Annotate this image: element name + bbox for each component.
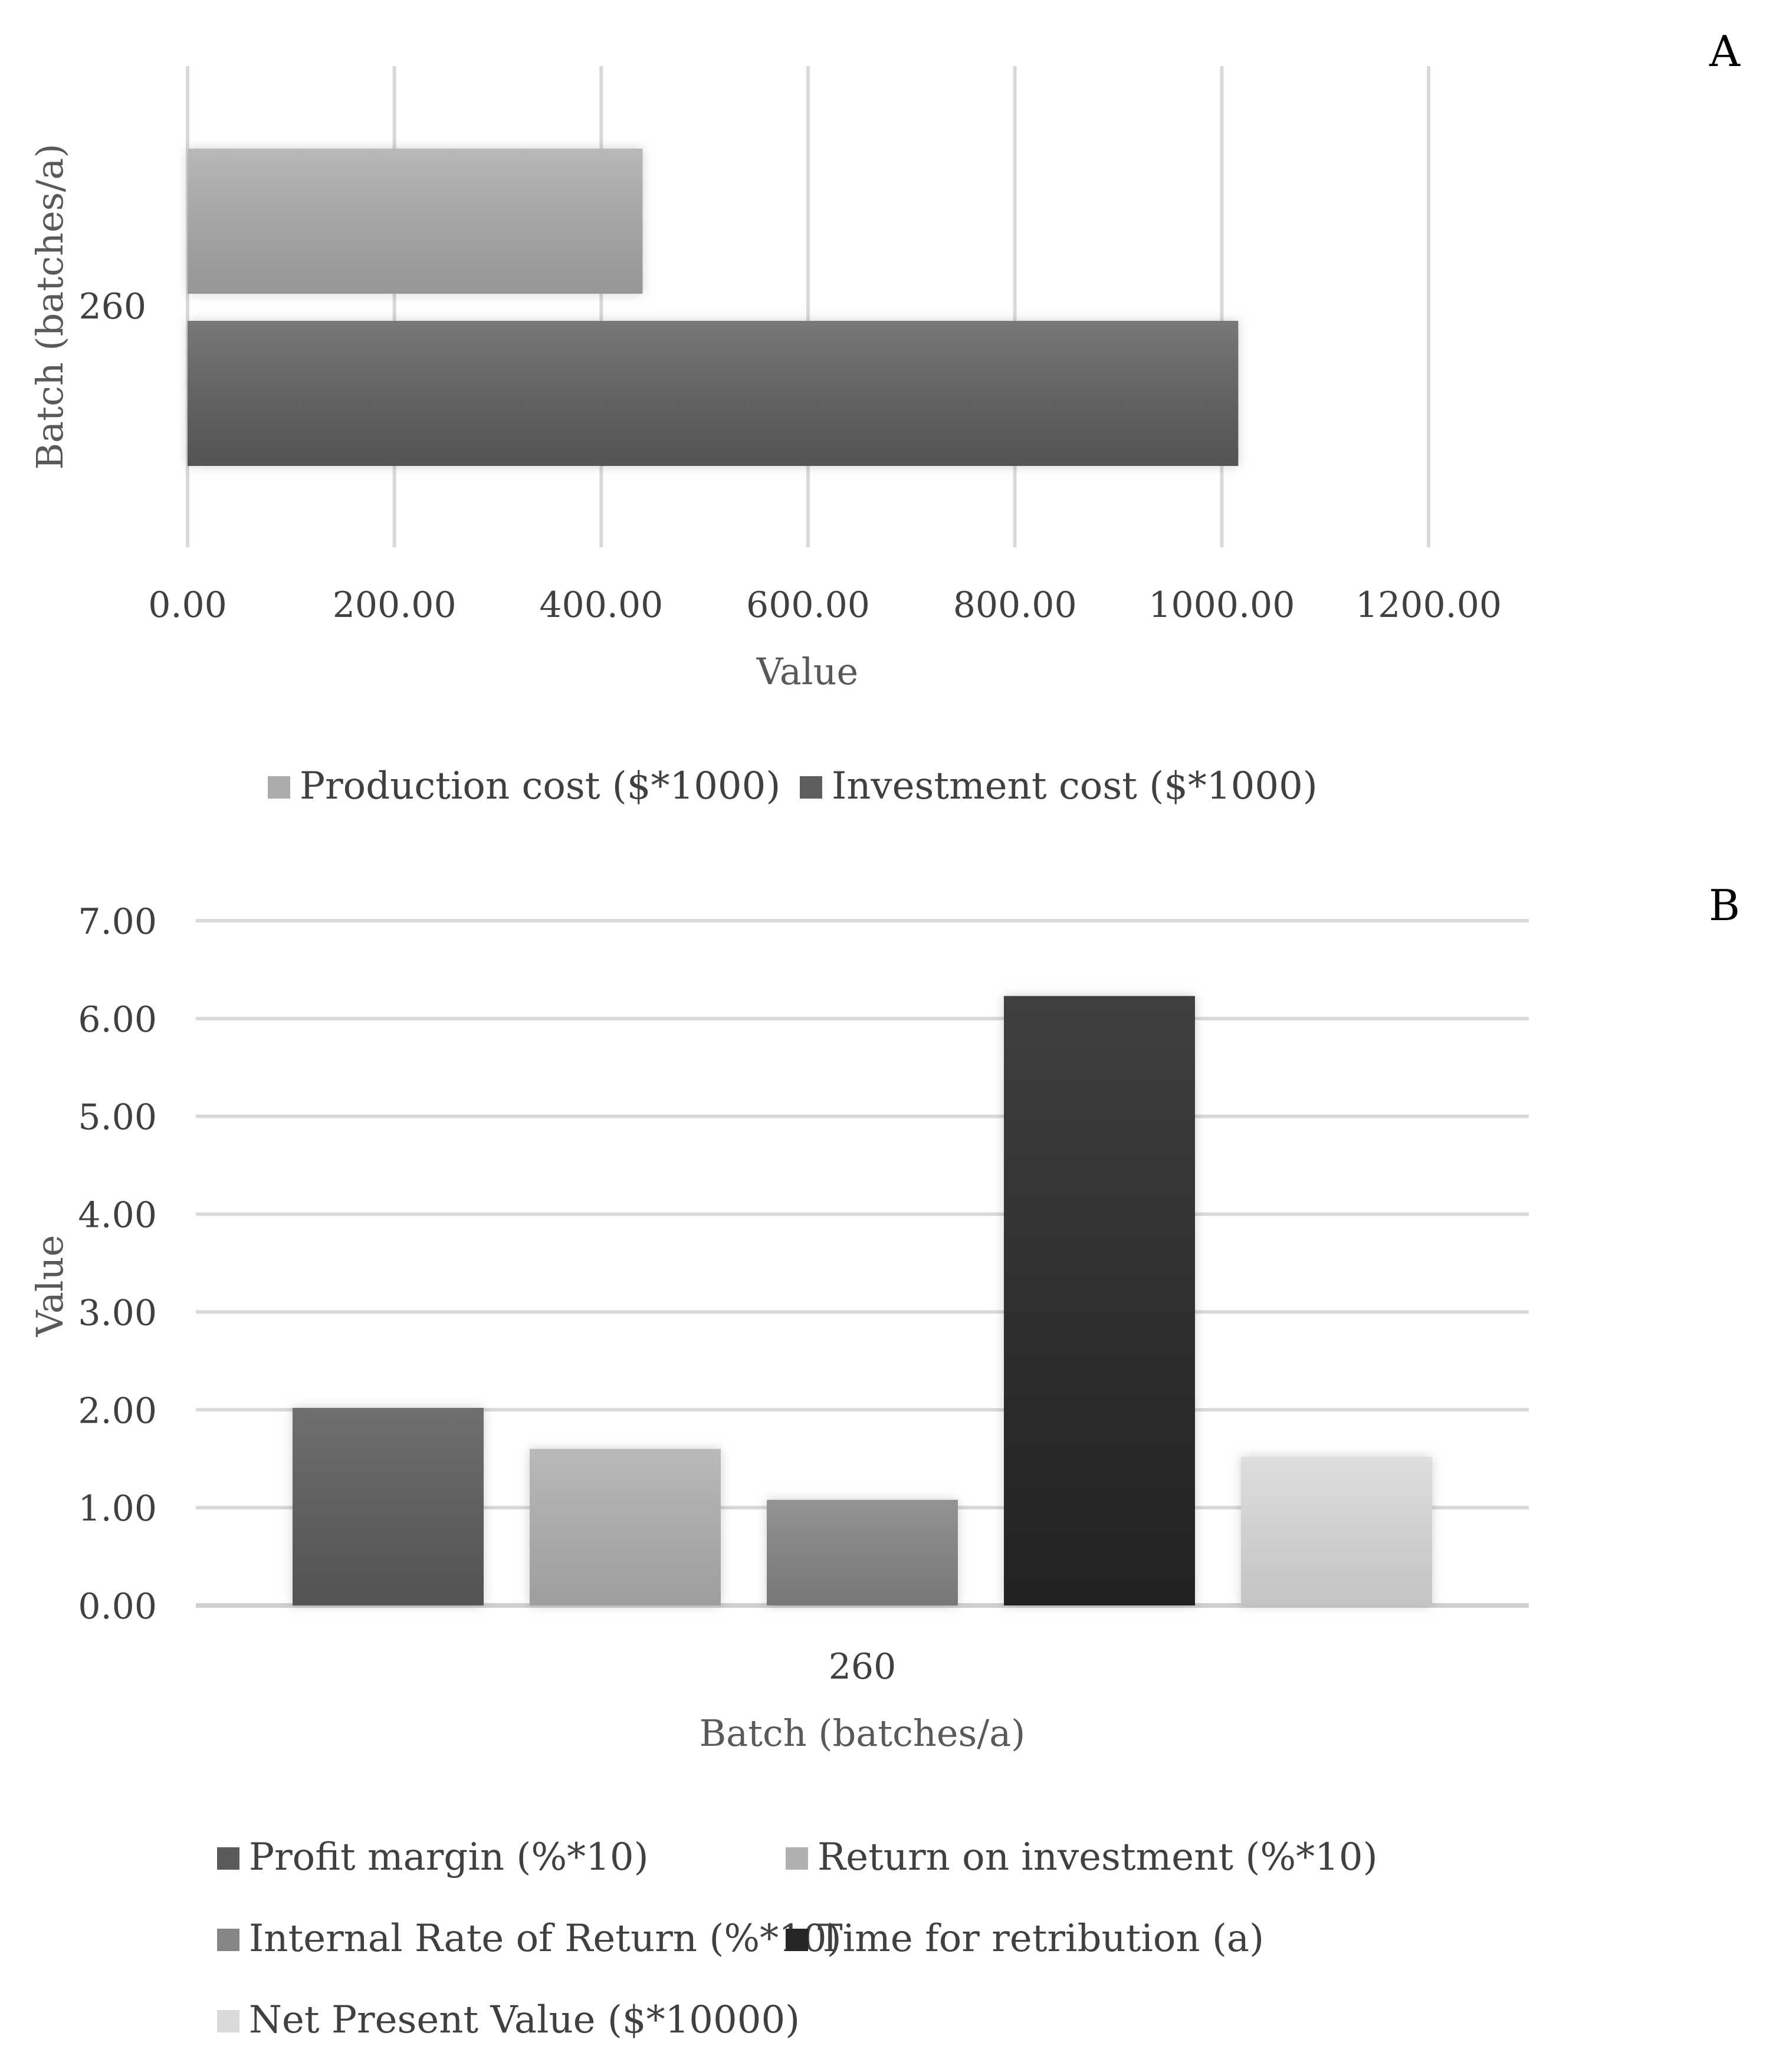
chart-a-legend-swatch [800,776,822,799]
chart-a-x-tick-label: 400.00 [539,585,663,626]
chart-b-y-tick-label: 1.00 [78,1488,157,1529]
chart-b-x-tick-labels: 260 [829,1646,897,1687]
chart-b-x-tick-label: 260 [829,1646,897,1687]
chart-b-legend: Profit margin (%*10) Return on investment… [217,1835,1378,2042]
chart-b-legend-swatch [786,1929,808,1951]
chart-b-bar-shading [1241,1456,1432,1605]
chart-b-legend-swatch [786,1847,808,1870]
panel-a-letter: A [1709,27,1741,76]
chart-a-legend: Production cost ($*1000) Investment cost … [268,764,1318,808]
chart-b-bar-shading [1004,996,1195,1605]
chart-b-y-tick-label: 3.00 [78,1292,157,1334]
chart-a-x-tick-labels: 0.00 200.00 400.00 600.00 800.00 1000.00 1200.… [148,585,1502,626]
chart-a-legend-label: Production cost ($*1000) [300,764,780,808]
chart-a-y-axis-title: Batch (batches/a) [28,144,71,470]
chart-b-bar-shading [530,1449,721,1605]
chart-a: A 0.00 200.00 400.00 600.00 800.00 1000.00 120… [28,27,1741,808]
chart-a-x-tick-label: 0.00 [148,585,227,626]
chart-b-legend-swatch [217,1929,239,1951]
chart-b-bars [293,996,1432,1605]
chart-b-legend-label: Net Present Value ($*10000) [249,1998,800,2042]
chart-b-y-tick-label: 2.00 [78,1390,157,1431]
chart-a-legend-label: Investment cost ($*1000) [832,764,1318,808]
chart-b: B 0.00 1.00 2.00 3.00 4.00 5.00 6.00 7.00 260 B… [28,881,1740,2042]
chart-a-x-tick-label: 1000.00 [1148,585,1295,626]
chart-a-x-tick-label: 600.00 [746,585,870,626]
chart-b-y-tick-labels: 0.00 1.00 2.00 3.00 4.00 5.00 6.00 7.00 [78,901,157,1627]
chart-b-legend-label: Profit margin (%*10) [249,1835,649,1879]
chart-b-legend-label: Internal Rate of Return (%*10) [249,1917,842,1961]
chart-a-legend-swatch [268,776,290,799]
chart-b-y-tick-label: 6.00 [78,999,157,1040]
chart-b-legend-label: Return on investment (%*10) [818,1835,1378,1879]
chart-b-legend-swatch [217,2010,239,2032]
chart-b-bar-shading [293,1407,484,1605]
chart-a-x-axis-title: Value [756,650,859,693]
chart-b-x-axis-title: Batch (batches/a) [700,1712,1026,1755]
chart-b-y-tick-label: 7.00 [78,901,157,943]
chart-b-y-tick-label: 0.00 [78,1586,157,1627]
chart-b-legend-label: Time for retribution (a) [818,1917,1264,1961]
chart-a-gridlines [186,66,1430,547]
chart-a-y-tick-label: 260 [78,286,146,327]
chart-b-y-tick-label: 4.00 [78,1195,157,1236]
chart-a-bar-shading [188,149,643,294]
chart-b-y-tick-label: 5.00 [78,1097,157,1138]
chart-a-bars [188,149,1239,466]
chart-a-bar-shading [188,321,1239,466]
chart-a-x-tick-label: 200.00 [333,585,457,626]
panel-b-letter: B [1709,881,1740,930]
chart-a-y-tick-labels: 260 [78,286,146,327]
chart-b-legend-swatch [217,1847,239,1870]
chart-a-x-tick-label: 800.00 [953,585,1077,626]
chart-b-bar-shading [767,1499,958,1605]
chart-a-x-tick-label: 1200.00 [1355,585,1502,626]
chart-b-y-axis-title: Value [28,1235,71,1338]
